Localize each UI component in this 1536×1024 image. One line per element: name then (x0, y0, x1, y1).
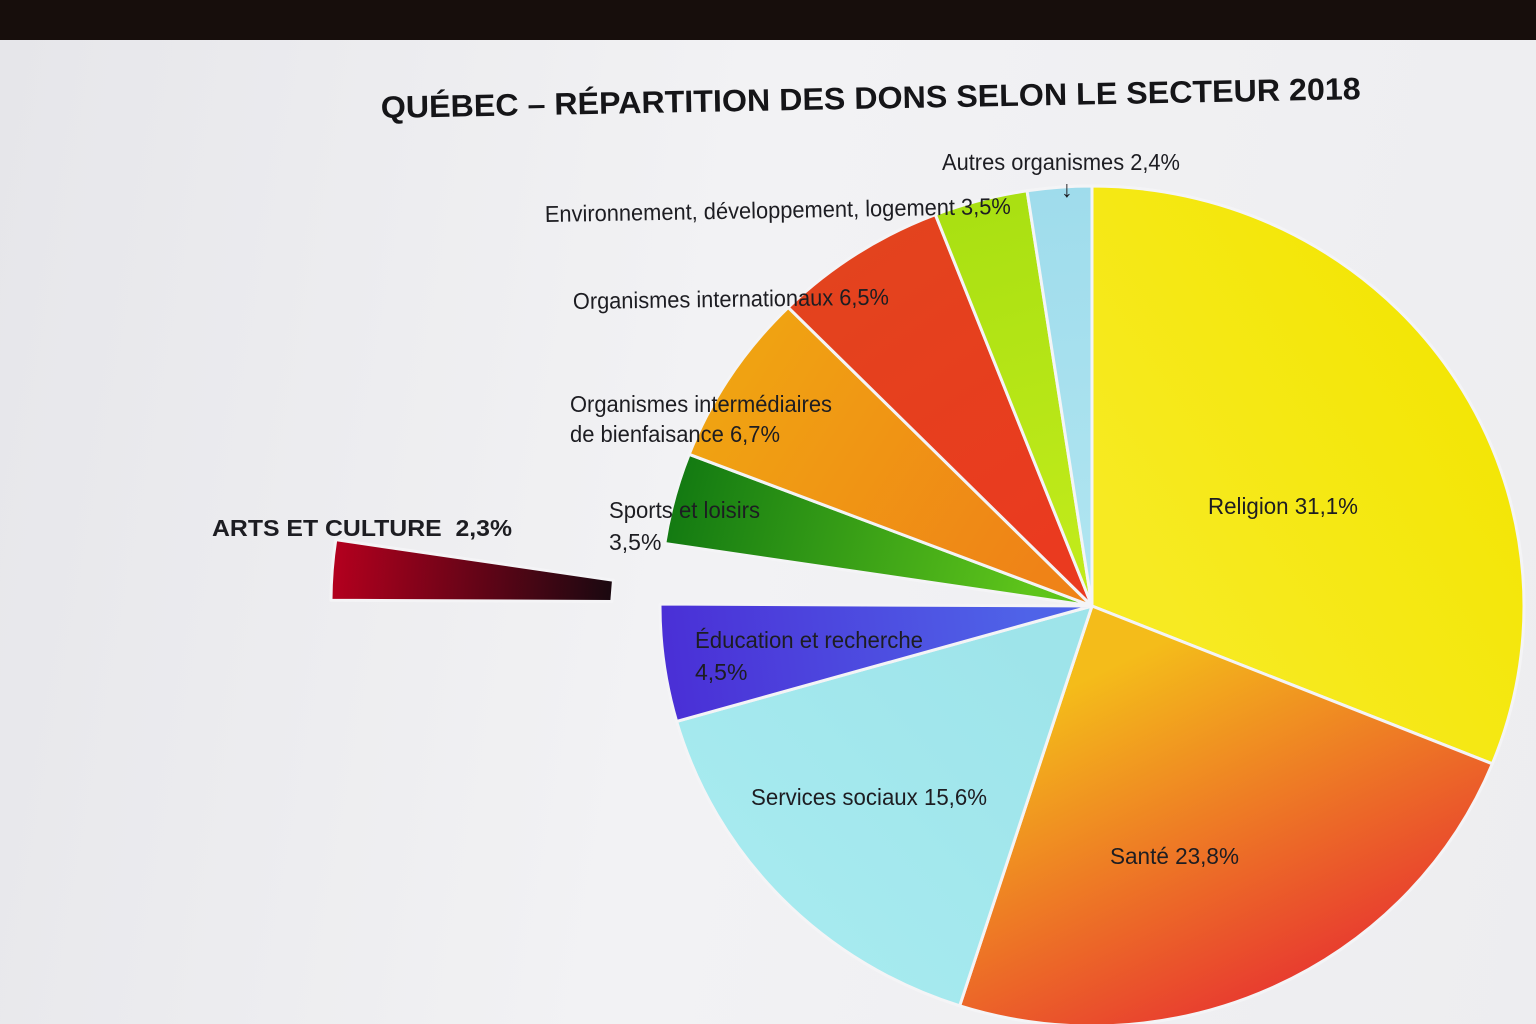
label-sante: Santé 23,8% (1110, 843, 1239, 869)
pie-slice-2 (675, 604, 1094, 1008)
pie-slice-1 (958, 604, 1494, 1024)
label-sports-2: 3,5% (609, 529, 661, 555)
label-education-1: Éducation et recherche (695, 627, 923, 653)
chart-title: QUÉBEC – RÉPARTITION DES DONS SELON LE S… (380, 71, 1360, 125)
pie-slices (329, 184, 1526, 1024)
label-education-2: 4,5% (695, 659, 747, 685)
label-autres: Autres organismes 2,4% (942, 149, 1180, 175)
pie-slice-7 (786, 213, 1094, 608)
pie-slice-0 (1090, 184, 1526, 766)
pie-slice-9 (1025, 184, 1094, 608)
pie-slice-3 (658, 602, 1094, 723)
label-internationaux: Organismes internationaux 6,5% (573, 284, 889, 314)
label-arts-culture: ARTS ET CULTURE 2,3% (212, 515, 512, 541)
pie-slice-4 (329, 538, 615, 603)
label-religion: Religion 31,1% (1208, 493, 1358, 519)
top-bezel (0, 0, 1536, 40)
label-services-sociaux: Services sociaux 15,6% (751, 784, 987, 810)
label-intermediaires-1: Organismes intermédiaires (570, 391, 832, 417)
label-sports-1: Sports et loisirs (609, 497, 760, 523)
pie-slice-6 (687, 305, 1094, 608)
autres-arrow: ↓ (1061, 176, 1073, 202)
label-intermediaires-2: de bienfaisance 6,7% (570, 421, 780, 447)
